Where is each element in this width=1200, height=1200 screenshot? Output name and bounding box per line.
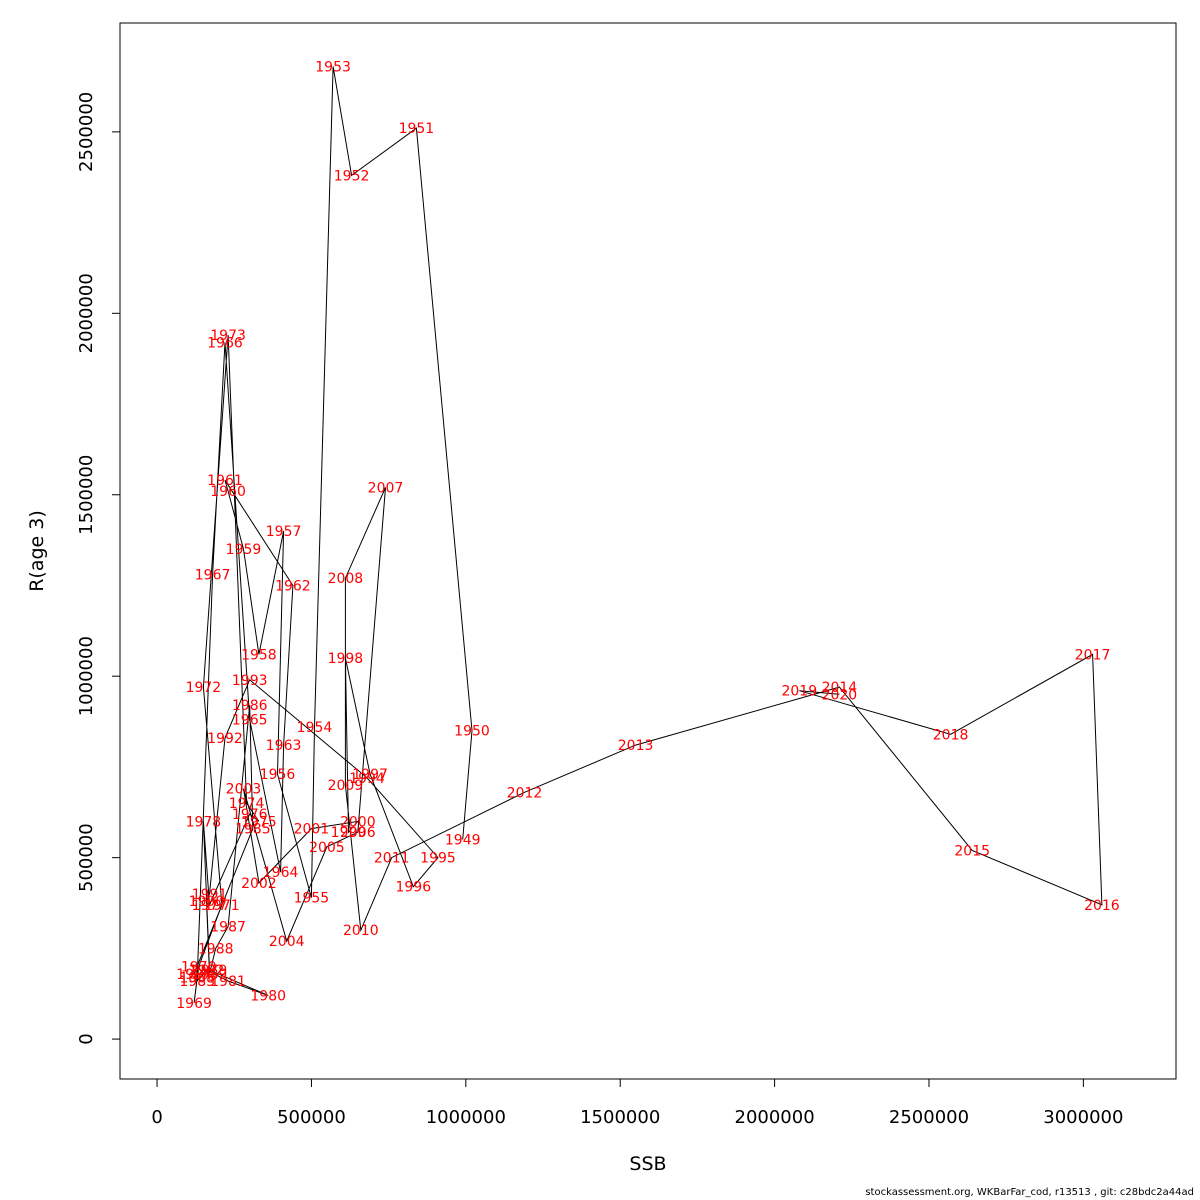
x-tick-label: 2000000	[735, 1107, 815, 1128]
x-tick-label: 2500000	[889, 1107, 969, 1128]
point-label-1955: 1955	[294, 891, 330, 907]
point-label-1995: 1995	[420, 851, 456, 867]
point-label-1965: 1965	[232, 713, 268, 729]
point-label-2007: 2007	[368, 481, 404, 497]
point-label-1956: 1956	[260, 767, 296, 783]
point-label-1954: 1954	[297, 720, 333, 736]
point-label-2004: 2004	[269, 934, 305, 950]
y-tick-label: 500000	[76, 823, 97, 892]
y-tick-label: 1500000	[76, 455, 97, 535]
point-label-1953: 1953	[315, 60, 351, 76]
point-label-2012: 2012	[507, 785, 543, 801]
x-tick-label: 1500000	[580, 1107, 660, 1128]
point-label-2010: 2010	[343, 923, 379, 939]
x-tick-label: 500000	[277, 1107, 346, 1128]
footer-credit: stockassessment.org, WKBarFar_cod, r1351…	[865, 1187, 1194, 1198]
x-tick-label: 3000000	[1043, 1107, 1123, 1128]
point-label-1982: 1982	[189, 963, 225, 979]
point-label-1974: 1974	[229, 796, 265, 812]
x-tick-label: 0	[151, 1107, 162, 1128]
point-label-1986: 1986	[232, 698, 268, 714]
x-axis-label: SSB	[629, 1153, 666, 1175]
point-label-1949: 1949	[445, 833, 481, 849]
point-label-1990: 1990	[189, 894, 225, 910]
point-label-1975: 1975	[241, 814, 277, 830]
point-label-2014: 2014	[822, 680, 858, 696]
y-axis-label: R(age 3)	[26, 510, 48, 592]
point-label-1981: 1981	[210, 974, 246, 990]
point-label-1983: 1983	[179, 974, 215, 990]
point-label-2006: 2006	[340, 825, 376, 841]
y-tick-label: 1000000	[76, 636, 97, 716]
y-axis: 0 500000 1000000 1500000 2000000 2500000	[76, 92, 121, 1045]
y-tick-label: 0	[76, 1033, 97, 1044]
point-label-1999: 1999	[331, 825, 367, 841]
y-tick-label: 2000000	[76, 273, 97, 353]
point-label-2020: 2020	[822, 687, 858, 703]
x-tick-label: 1000000	[426, 1107, 506, 1128]
point-label-1996: 1996	[395, 880, 431, 896]
point-label-1962: 1962	[275, 579, 311, 595]
point-label-1980: 1980	[250, 989, 286, 1005]
point-label-1998: 1998	[328, 651, 364, 667]
point-label-1957: 1957	[266, 524, 302, 540]
point-label-2002: 2002	[241, 876, 277, 892]
point-label-1970: 1970	[181, 960, 217, 976]
point-label-1977: 1977	[192, 898, 228, 914]
point-label-1987: 1987	[210, 920, 246, 936]
point-label-1984: 1984	[176, 967, 212, 983]
point-label-2001: 2001	[294, 822, 330, 838]
point-label-1960: 1960	[210, 484, 246, 500]
point-label-2009: 2009	[328, 778, 364, 794]
point-label-1952: 1952	[334, 168, 370, 184]
point-label-1985: 1985	[235, 822, 271, 838]
point-label-1951: 1951	[399, 121, 435, 137]
point-label-1973: 1973	[210, 328, 246, 344]
point-label-2019: 2019	[781, 684, 817, 700]
point-label-2008: 2008	[328, 571, 364, 587]
point-label-2005: 2005	[309, 840, 345, 856]
point-label-2016: 2016	[1084, 898, 1120, 914]
point-label-1966: 1966	[207, 335, 243, 351]
point-label-1993: 1993	[232, 673, 268, 689]
point-label-1959: 1959	[226, 542, 262, 558]
x-axis: 0 500000 1000000 1500000 2000000 2500000 30000…	[151, 1078, 1123, 1128]
point-label-2003: 2003	[226, 782, 262, 798]
plot-frame	[119, 22, 1177, 1080]
point-labels: 1949 1950 1951 1952 1953 1954 1955 1956 1957 1958…	[176, 60, 1120, 1012]
point-label-1997: 1997	[352, 767, 388, 783]
point-label-1964: 1964	[263, 865, 299, 881]
point-label-1969: 1969	[176, 996, 212, 1012]
point-label-2011: 2011	[374, 851, 410, 867]
series-line	[193, 66, 1103, 1003]
point-label-1991: 1991	[192, 887, 228, 903]
point-label-1994: 1994	[349, 771, 385, 787]
point-label-1976: 1976	[232, 807, 268, 823]
point-label-1972: 1972	[186, 680, 222, 696]
point-label-1992: 1992	[207, 731, 243, 747]
point-label-1989: 1989	[192, 967, 228, 983]
point-label-1967: 1967	[195, 568, 231, 584]
point-label-1958: 1958	[241, 647, 277, 663]
point-label-1961: 1961	[207, 473, 243, 489]
point-label-2018: 2018	[933, 727, 969, 743]
point-label-2017: 2017	[1075, 647, 1111, 663]
point-label-1988: 1988	[198, 941, 234, 957]
point-label-1950: 1950	[454, 724, 490, 740]
point-label-2013: 2013	[618, 738, 654, 754]
point-label-1979: 1979	[192, 963, 228, 979]
point-label-1968: 1968	[179, 970, 215, 986]
point-label-1971: 1971	[204, 898, 240, 914]
point-label-1978: 1978	[186, 814, 222, 830]
point-label-2015: 2015	[954, 843, 990, 859]
point-label-1963: 1963	[266, 738, 302, 754]
y-tick-label: 2500000	[76, 92, 97, 172]
point-label-2000: 2000	[340, 814, 376, 830]
